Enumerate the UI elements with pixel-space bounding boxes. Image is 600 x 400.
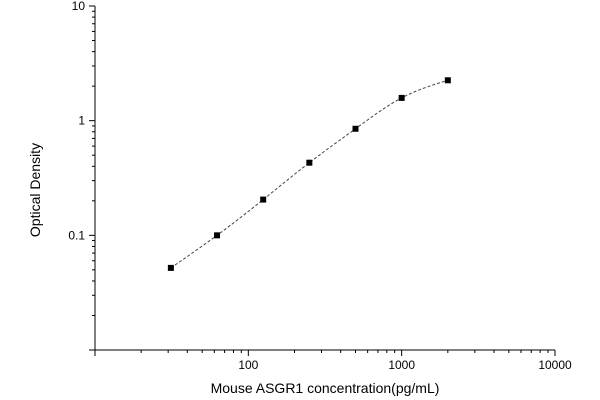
y-tick-label: 10 [72, 0, 86, 13]
y-tick-label: 0.1 [68, 228, 85, 242]
x-axis-title: Mouse ASGR1 concentration(pg/mL) [211, 380, 440, 396]
x-tick-label: 10000 [538, 358, 572, 372]
x-tick-label: 100 [238, 358, 258, 372]
data-points [167, 77, 451, 271]
data-point [444, 77, 451, 84]
y-tick-label: 1 [78, 114, 85, 128]
data-point [167, 264, 174, 271]
data-point [306, 159, 313, 166]
y-axis-title: Optical Density [27, 143, 43, 237]
data-point [214, 232, 221, 239]
fit-curve [170, 79, 448, 269]
data-point [398, 94, 405, 101]
axes [89, 5, 556, 356]
x-tick-label: 1000 [388, 358, 415, 372]
data-point [260, 196, 267, 203]
fit-curve-layer [170, 79, 448, 269]
tick-labels: 100 1000 10000 0.1 1 10 [68, 0, 572, 372]
data-point [352, 125, 359, 132]
